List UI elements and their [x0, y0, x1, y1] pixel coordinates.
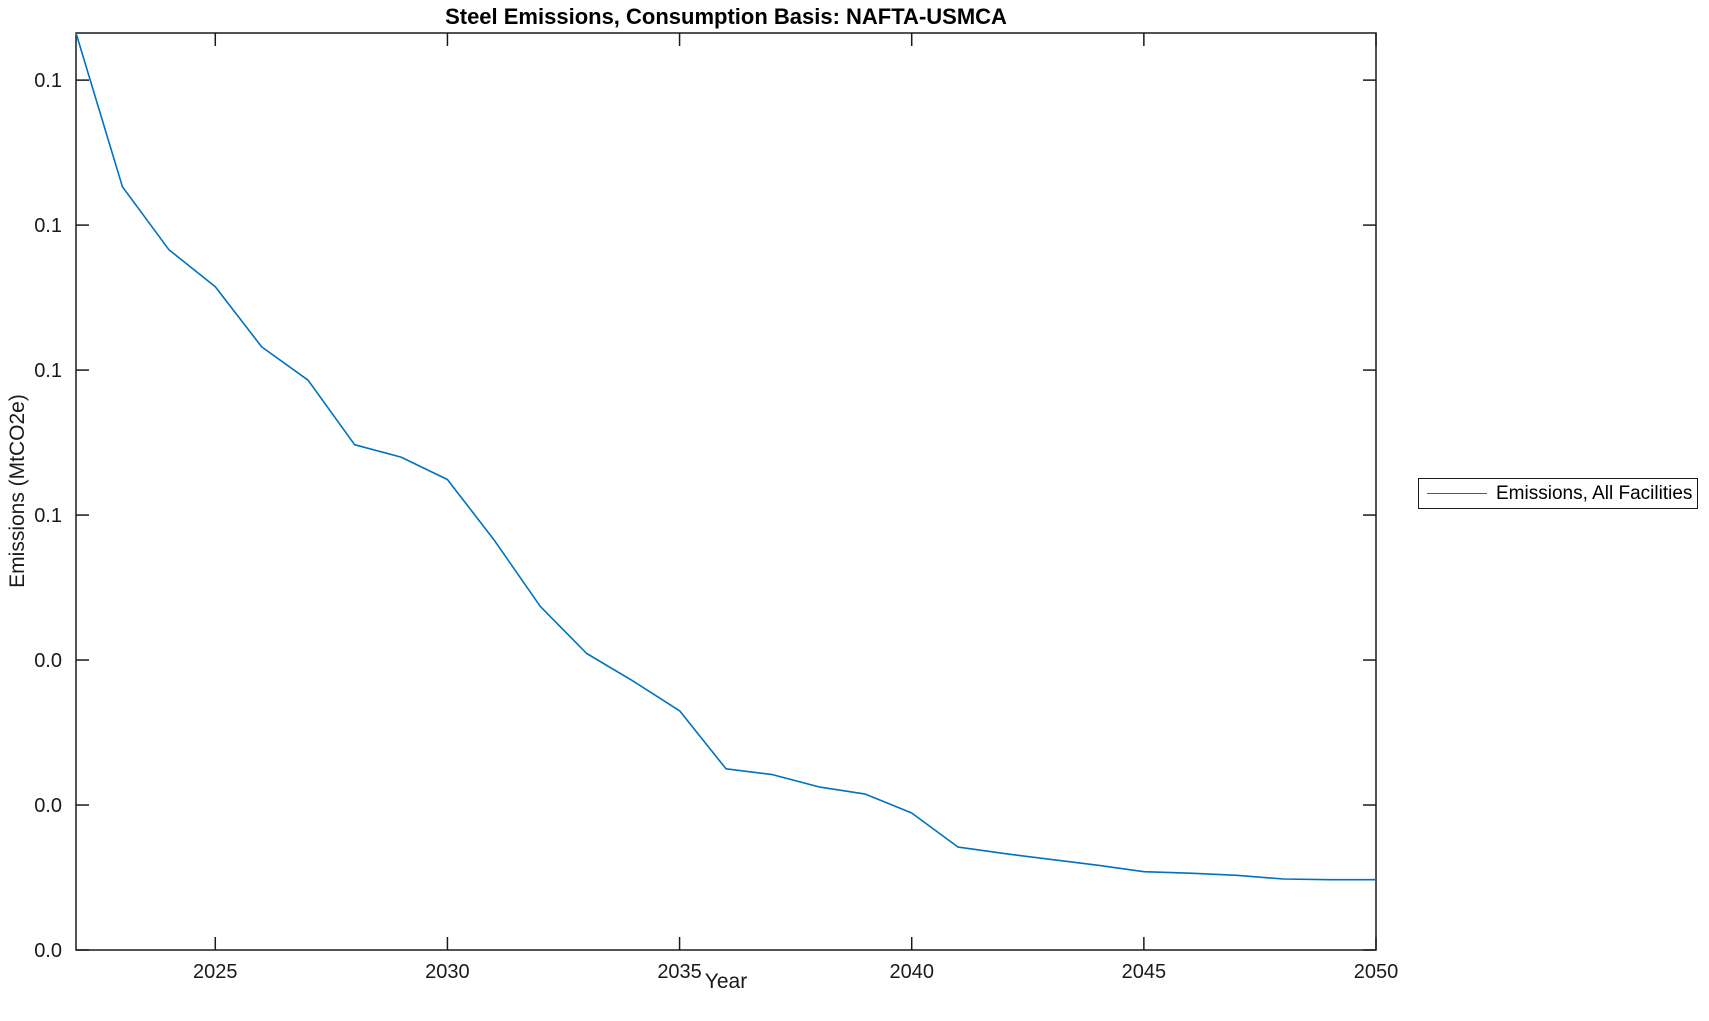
x-tick-label: 2025 — [193, 961, 238, 983]
legend-box: Emissions, All Facilities — [1418, 478, 1698, 509]
x-tick-label: 2030 — [425, 961, 470, 983]
axes-box — [75, 32, 1377, 951]
legend-line-sample — [1427, 493, 1487, 494]
x-tick-label: 2050 — [1354, 961, 1399, 983]
x-tick-label: 2045 — [1122, 961, 1167, 983]
emissions-line — [75, 32, 1376, 881]
y-tick-label: 0.1 — [34, 505, 62, 527]
x-tick-label: 2040 — [889, 961, 934, 983]
x-axis-label: Year — [704, 970, 748, 993]
y-tick-label: 0.1 — [34, 215, 62, 237]
y-tick-label: 0.0 — [34, 795, 62, 817]
y-tick-label: 0.1 — [34, 70, 62, 92]
chart-title: Steel Emissions, Consumption Basis: NAFT… — [445, 4, 1007, 29]
y-tick-label: 0.0 — [34, 650, 62, 672]
y-tick-label: 0.1 — [34, 360, 62, 382]
legend-entry-label: Emissions, All Facilities — [1496, 482, 1693, 504]
y-tick-label: 0.0 — [34, 940, 62, 962]
x-tick-label: 2035 — [657, 961, 702, 983]
